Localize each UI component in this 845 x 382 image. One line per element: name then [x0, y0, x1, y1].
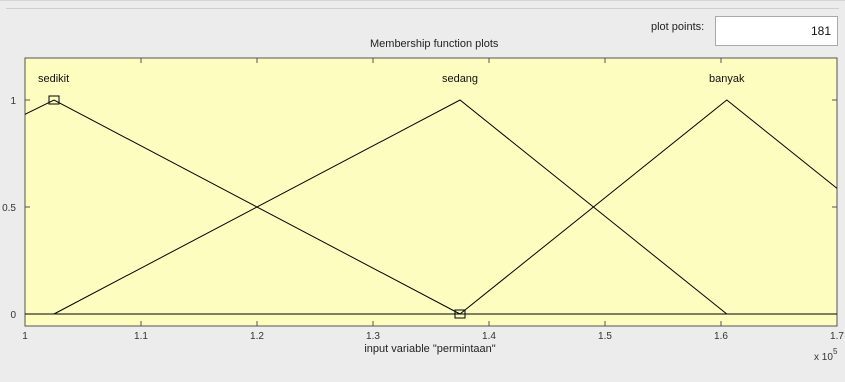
- mf-label-banyak[interactable]: banyak: [709, 73, 745, 85]
- y-tick-label: 0: [10, 310, 16, 321]
- panel-divider: [6, 8, 839, 9]
- x-axis-exponent-base: x 10: [814, 352, 833, 363]
- mf-line-sedang[interactable]: [53, 99, 728, 315]
- mf-line-banyak[interactable]: [459, 99, 845, 315]
- x-tick-label: 1.3: [366, 331, 380, 342]
- x-tick-label: 1.5: [598, 331, 612, 342]
- mf-line-sedikit[interactable]: [0, 99, 461, 315]
- mf-label-sedang[interactable]: sedang: [442, 73, 478, 85]
- plot-points-input[interactable]: 181: [715, 16, 838, 46]
- x-tick-label: 1.6: [714, 331, 728, 342]
- plot-title: Membership function plots: [370, 38, 499, 50]
- x-tick-label: 1.1: [134, 331, 148, 342]
- x-tick-label: 1.4: [482, 331, 496, 342]
- y-tick-label: 0.5: [2, 203, 16, 214]
- mf-label-sedikit[interactable]: sedikit: [38, 73, 69, 85]
- x-tick-label: 1.7: [830, 331, 844, 342]
- y-tick-label: 1: [10, 96, 16, 107]
- mf-vertex-marker[interactable]: [454, 309, 466, 319]
- plot-points-label: plot points:: [651, 21, 705, 33]
- x-tick-label: 1: [22, 331, 28, 342]
- mf-vertex-marker[interactable]: [48, 95, 60, 105]
- x-axis-label: input variable "permintaan": [364, 343, 495, 355]
- x-tick-label: 1.2: [250, 331, 264, 342]
- x-axis-exponent-power: 5: [833, 347, 838, 356]
- plot-area[interactable]: [24, 57, 838, 327]
